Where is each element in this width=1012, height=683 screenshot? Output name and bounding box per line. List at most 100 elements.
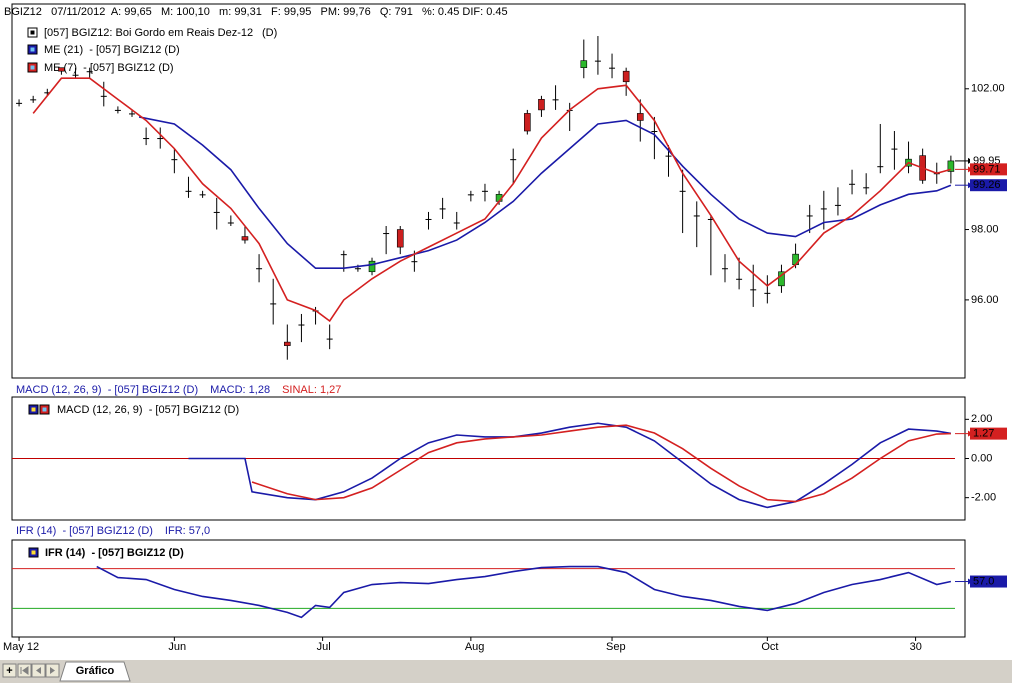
legend-label: ME (7) - [057] BGIZ12 (D) (44, 62, 174, 74)
first-icon (20, 666, 29, 675)
legend-label: [057] BGIZ12: Boi Gordo em Reais Dez-12 (44, 27, 253, 39)
last-label-box (970, 575, 1007, 588)
candle-body (552, 99, 559, 101)
candle-body (538, 99, 545, 111)
candle-body (750, 289, 757, 291)
candle-body (383, 233, 390, 235)
legend-icon-inner (31, 407, 36, 412)
chart-header: BGIZ12 07/11/2012 A: 99,65 M: 100,10 m: … (4, 6, 508, 18)
y-tick-label: 96.00 (971, 294, 999, 306)
candle-body (439, 208, 446, 210)
legend-label: MACD (12, 26, 9) - [057] BGIZ12 (D) (57, 404, 239, 416)
last-label-box (970, 427, 1007, 440)
series-line (251, 424, 951, 503)
candle-body (863, 187, 870, 189)
candle-body (877, 166, 884, 168)
candle-body (524, 113, 531, 132)
candle-body (256, 268, 263, 270)
header-part: IFR: 57,0 (165, 525, 210, 537)
candle-body (227, 222, 234, 224)
header-part: SINAL: 1,27 (282, 384, 341, 396)
y-tick-label: 0.00 (971, 452, 992, 464)
y-tick-label: 2.00 (971, 413, 992, 425)
add-icon: + (6, 665, 12, 677)
header-part: MACD: 1,28 (210, 384, 270, 396)
legend-suffix: (D) (262, 27, 277, 39)
candle-body (609, 67, 616, 69)
y-tick-label: 98.00 (971, 223, 999, 235)
candle-body (270, 303, 277, 305)
candle-body (947, 160, 955, 172)
candle-body (114, 109, 121, 111)
candle-body (622, 70, 630, 83)
last-label-box (970, 179, 1007, 192)
candle-body (764, 292, 771, 294)
candle-body (679, 190, 686, 192)
legend-icon-inner (30, 30, 35, 35)
x-tick-label: Sep (606, 641, 626, 653)
legend-icon-inner (31, 550, 36, 555)
x-tick-label: May 12 (3, 641, 39, 653)
tab[interactable] (59, 661, 131, 682)
candle-body (86, 71, 93, 73)
candle-body (354, 268, 361, 270)
nav-buttons: + (2, 663, 60, 678)
candle-body (157, 138, 164, 140)
series-line (96, 565, 952, 619)
candle-body (425, 218, 432, 220)
candle-body (806, 215, 813, 217)
x-tick-label: Jul (317, 641, 331, 653)
candle-body (651, 131, 658, 133)
last-label: 99.71 (973, 163, 1001, 175)
panel-header: IFR (14) - [057] BGIZ12 (D) IFR: 57,0 (16, 525, 210, 537)
candle-body (693, 215, 700, 217)
legend-icon-inner (30, 47, 35, 52)
candle-body (707, 218, 714, 220)
y-tick-label: 102.00 (971, 83, 1005, 95)
candle-body (143, 138, 150, 140)
bottom-bar (0, 660, 1012, 683)
candle-body (213, 211, 220, 213)
candle-body (594, 60, 601, 62)
candle-body (778, 271, 785, 287)
next-icon (50, 667, 55, 674)
candle-body (72, 74, 79, 76)
series-line (32, 77, 952, 323)
legend-icon-inner (42, 407, 47, 412)
last-label: 57.0 (973, 575, 994, 587)
candle-body (411, 261, 418, 263)
candle-body (580, 60, 588, 68)
x-tick-label: Oct (761, 641, 778, 653)
header-part: MACD (12, 26, 9) - [057] BGIZ12 (D) (16, 384, 198, 396)
tab-label: Gráfico (76, 665, 115, 677)
x-tick-label: 30 (910, 641, 922, 653)
add-button[interactable] (2, 663, 17, 678)
candle-body (396, 229, 404, 248)
candle-body (481, 190, 488, 192)
candle-body (510, 159, 517, 161)
candle-body (44, 92, 51, 94)
candle-body (665, 155, 672, 157)
candle-body (368, 260, 376, 273)
legend-icon-inner (30, 65, 35, 70)
prev-icon (36, 667, 41, 674)
last-label-box (970, 163, 1007, 176)
candle-body (891, 148, 898, 150)
x-tick-label: Jun (168, 641, 186, 653)
panel-frame (11, 3, 966, 379)
last-label: 99.26 (973, 179, 1001, 191)
candle-body (721, 268, 728, 270)
candle-body (58, 67, 65, 72)
candle-body (340, 254, 347, 256)
candle-body (129, 113, 136, 115)
candle-body (834, 204, 841, 206)
candle-body (736, 278, 743, 280)
candle-body (185, 190, 192, 192)
header-part: IFR (14) - [057] BGIZ12 (D) (16, 525, 153, 537)
candle-body (467, 194, 474, 196)
candle-body (284, 341, 291, 346)
candle-body (171, 159, 178, 161)
candle-body (100, 95, 107, 97)
candle-body (820, 208, 827, 210)
